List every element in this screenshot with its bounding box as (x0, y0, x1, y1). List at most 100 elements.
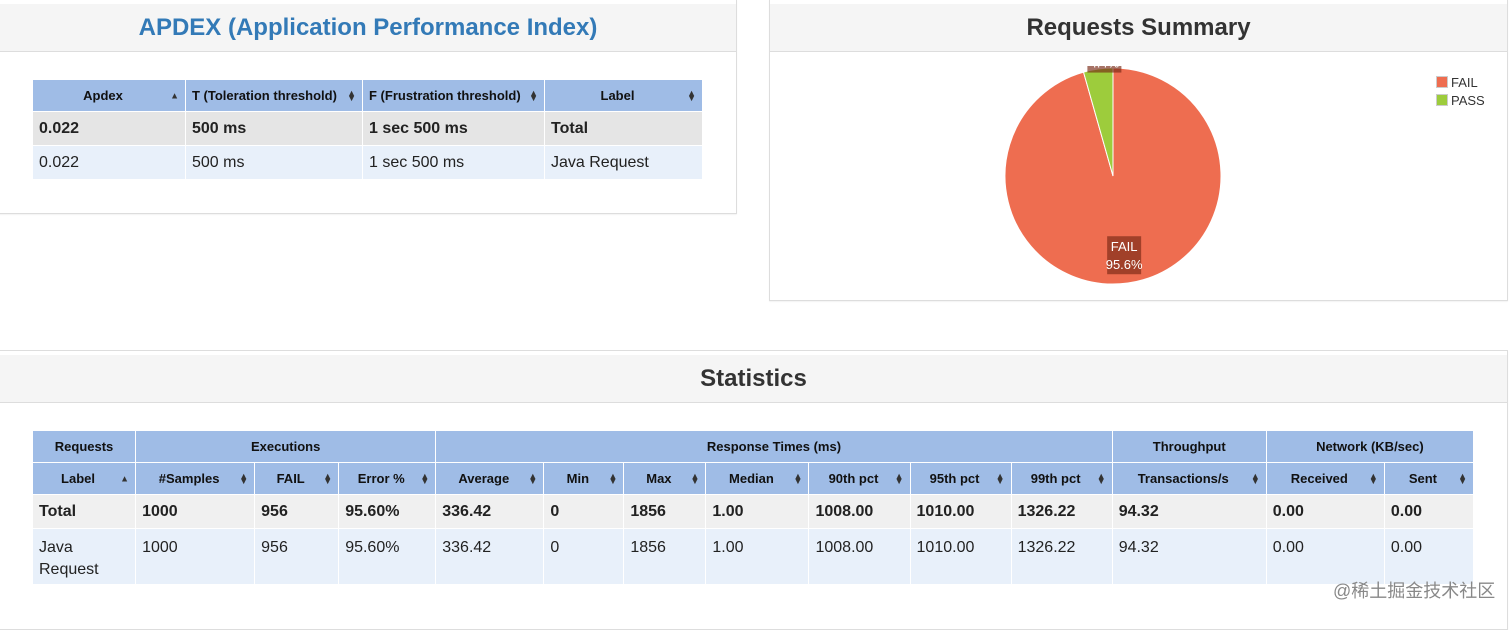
requests-summary-title: Requests Summary (770, 4, 1507, 52)
pie-label-value: 4.4% (1090, 66, 1120, 71)
stats-cell: 1856 (623, 494, 707, 529)
frustration-cell: 1 sec 500 ms (362, 145, 545, 180)
stats-col-6[interactable]: Max ▲ ▼ (623, 462, 707, 495)
stats-cell: 0.00 (1383, 494, 1475, 529)
requests-pie-chart: FAIL 95.6% PASS4.4% (1004, 66, 1222, 285)
stats-cell: 0 (543, 494, 625, 529)
apdex-col-label[interactable]: Label ▲ ▼ (544, 79, 703, 112)
group-response-times: Response Times (ms) (435, 430, 1113, 463)
toleration-cell: 500 ms (185, 145, 363, 180)
stats-cell: 336.42 (435, 528, 545, 585)
stats-col-5[interactable]: Min ▲ ▼ (543, 462, 625, 495)
stats-cell: 336.42 (435, 494, 545, 529)
sort-asc-icon: ▲ (120, 473, 130, 483)
sort-icon: ▲ ▼ (1096, 470, 1106, 486)
apdex-cell: 0.022 (32, 145, 186, 180)
label-cell: Java Request (544, 145, 703, 180)
stats-col-10[interactable]: 99th pct ▲ ▼ (1010, 462, 1113, 495)
stats-col-0[interactable]: Label ▲ (31, 462, 137, 495)
watermark: @稀土掘金技术社区 (1333, 581, 1496, 601)
sort-icon: ▲ ▼ (420, 470, 430, 486)
group-requests: Requests (31, 430, 137, 463)
sort-icon: ▲ ▼ (528, 470, 538, 486)
stats-cell: 1326.22 (1010, 528, 1113, 585)
stats-cell: 95.60% (338, 494, 437, 529)
stats-col-1[interactable]: #Samples ▲ ▼ (135, 462, 256, 495)
stats-col-13[interactable]: Sent ▲ ▼ (1383, 462, 1475, 495)
table-row: Java Request 1000 956 95.60% 336.42 0 1856 1.00… (31, 528, 1475, 585)
stats-cell: 94.32 (1111, 528, 1267, 585)
sort-icon: ▲ ▼ (1458, 470, 1467, 486)
apdex-col-toleration[interactable]: T (Toleration threshold) ▲ ▼ (185, 79, 363, 112)
sort-icon: ▲ ▼ (239, 470, 249, 486)
stats-col-4[interactable]: Average ▲ ▼ (435, 462, 545, 495)
legend-item-pass[interactable]: PASS (1436, 91, 1485, 109)
sort-icon: ▲ ▼ (995, 470, 1005, 486)
sort-icon: ▲ ▼ (894, 470, 904, 486)
stats-cell: Total (31, 494, 137, 529)
sort-icon: ▲ ▼ (793, 470, 803, 486)
sort-icon: ▲ ▼ (687, 87, 696, 103)
table-row: 0.022 500 ms 1 sec 500 ms Total (32, 111, 703, 146)
sort-icon: ▲ ▼ (1368, 470, 1378, 486)
stats-col-11[interactable]: Transactions/s ▲ ▼ (1111, 462, 1267, 495)
group-throughput: Throughput (1111, 430, 1267, 463)
frustration-cell: 1 sec 500 ms (362, 111, 545, 146)
apdex-title: APDEX (Application Performance Index) (0, 4, 736, 52)
sort-icon: ▲ ▼ (347, 87, 356, 103)
pie-label-pass: PASS4.4% (1087, 66, 1122, 73)
stats-cell: 956 (254, 494, 340, 529)
sort-asc-icon: ▲ (170, 90, 179, 100)
table-row: Total 1000 956 95.60% 336.42 0 1856 1.00 1008.00… (31, 494, 1475, 529)
stats-cell: 1010.00 (909, 528, 1012, 585)
group-network: Network (KB/sec) (1265, 430, 1475, 463)
sort-icon: ▲ ▼ (323, 470, 333, 486)
legend-item-fail[interactable]: FAIL (1436, 73, 1485, 91)
table-row: 0.022 500 ms 1 sec 500 ms Java Request (32, 145, 703, 180)
pie-label-fail: FAIL 95.6% (1106, 236, 1143, 275)
stats-col-7[interactable]: Median ▲ ▼ (705, 462, 810, 495)
stats-cell: 1010.00 (909, 494, 1012, 529)
toleration-cell: 500 ms (185, 111, 363, 146)
stats-cell: Java Request (31, 528, 137, 585)
group-executions: Executions (135, 430, 437, 463)
stats-cell: 0.00 (1265, 528, 1385, 585)
pie-label-name: FAIL (1111, 239, 1138, 254)
statistics-table: Requests Executions Response Times (ms) … (31, 430, 1475, 585)
sort-icon: ▲ ▼ (690, 470, 700, 486)
label-cell: Total (544, 111, 703, 146)
apdex-col-frustration[interactable]: F (Frustration threshold) ▲ ▼ (362, 79, 545, 112)
pie-legend: FAIL PASS (1436, 73, 1485, 109)
apdex-table: Apdex ▲ T (Toleration threshold) ▲ ▼ F (Fru… (32, 79, 703, 180)
stats-cell: 0 (543, 528, 625, 585)
stats-cell: 1326.22 (1010, 494, 1113, 529)
stats-col-8[interactable]: 90th pct ▲ ▼ (808, 462, 911, 495)
apdex-col-apdex[interactable]: Apdex ▲ (32, 79, 186, 112)
stats-cell: 1.00 (705, 494, 810, 529)
stats-col-9[interactable]: 95th pct ▲ ▼ (909, 462, 1012, 495)
statistics-title: Statistics (0, 355, 1507, 403)
apdex-cell: 0.022 (32, 111, 186, 146)
stats-cell: 0.00 (1265, 494, 1385, 529)
sort-icon: ▲ ▼ (1250, 470, 1260, 486)
sort-icon: ▲ ▼ (529, 87, 538, 103)
stats-cell: 0.00 (1383, 528, 1475, 585)
stats-col-2[interactable]: FAIL ▲ ▼ (254, 462, 340, 495)
legend-swatch-pass (1436, 94, 1448, 106)
pie-label-value: 95.6% (1106, 257, 1143, 272)
stats-cell: 1008.00 (808, 494, 911, 529)
stats-cell: 1856 (623, 528, 707, 585)
stats-cell: 956 (254, 528, 340, 585)
stats-cell: 95.60% (338, 528, 437, 585)
stats-cell: 94.32 (1111, 494, 1267, 529)
sort-icon: ▲ ▼ (608, 470, 618, 486)
stats-cell: 1.00 (705, 528, 810, 585)
stats-cell: 1008.00 (808, 528, 911, 585)
stats-col-12[interactable]: Received ▲ ▼ (1265, 462, 1385, 495)
stats-col-3[interactable]: Error % ▲ ▼ (338, 462, 437, 495)
stats-cell: 1000 (135, 494, 256, 529)
legend-swatch-fail (1436, 76, 1448, 88)
legend-label: PASS (1451, 92, 1485, 108)
stats-cell: 1000 (135, 528, 256, 585)
legend-label: FAIL (1451, 74, 1478, 90)
